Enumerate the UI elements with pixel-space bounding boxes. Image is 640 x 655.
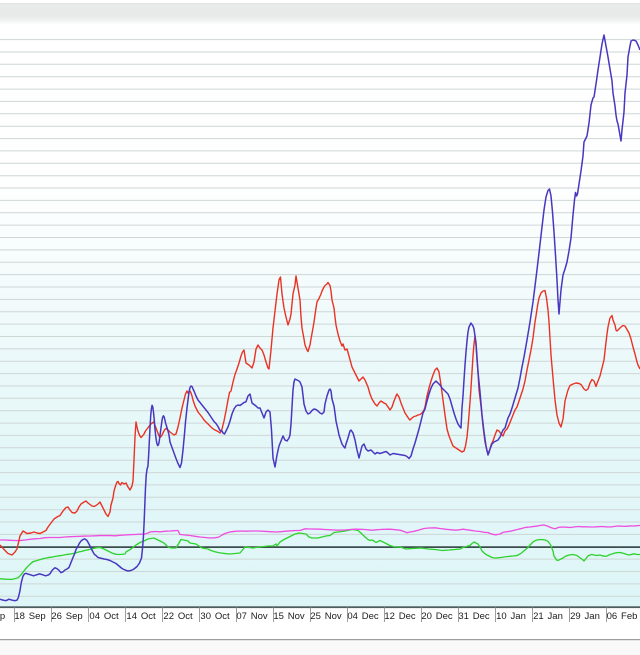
svg-text:04 Oct: 04 Oct: [89, 611, 119, 622]
svg-text:18 Sep: 18 Sep: [14, 611, 45, 622]
svg-text:31 Dec: 31 Dec: [458, 611, 490, 622]
svg-text:06 Feb: 06 Feb: [607, 611, 638, 622]
svg-text:21 Jan: 21 Jan: [533, 611, 563, 622]
svg-text:20 Dec: 20 Dec: [421, 611, 453, 622]
svg-text:30 Oct: 30 Oct: [200, 611, 230, 622]
svg-text:29 Jan: 29 Jan: [570, 611, 600, 622]
svg-text:07 Nov: 07 Nov: [236, 611, 268, 622]
svg-text:04 Dec: 04 Dec: [347, 611, 379, 622]
svg-text:22 Oct: 22 Oct: [163, 611, 193, 622]
svg-text:12 Dec: 12 Dec: [384, 611, 416, 622]
svg-text:26 Sep: 26 Sep: [51, 611, 82, 622]
svg-text:14 Oct: 14 Oct: [126, 611, 156, 622]
svg-text:15 Nov: 15 Nov: [273, 611, 305, 622]
svg-text:08 Sep: 08 Sep: [0, 611, 5, 622]
svg-text:25 Nov: 25 Nov: [310, 611, 342, 622]
svg-text:10 Jan: 10 Jan: [496, 611, 526, 622]
